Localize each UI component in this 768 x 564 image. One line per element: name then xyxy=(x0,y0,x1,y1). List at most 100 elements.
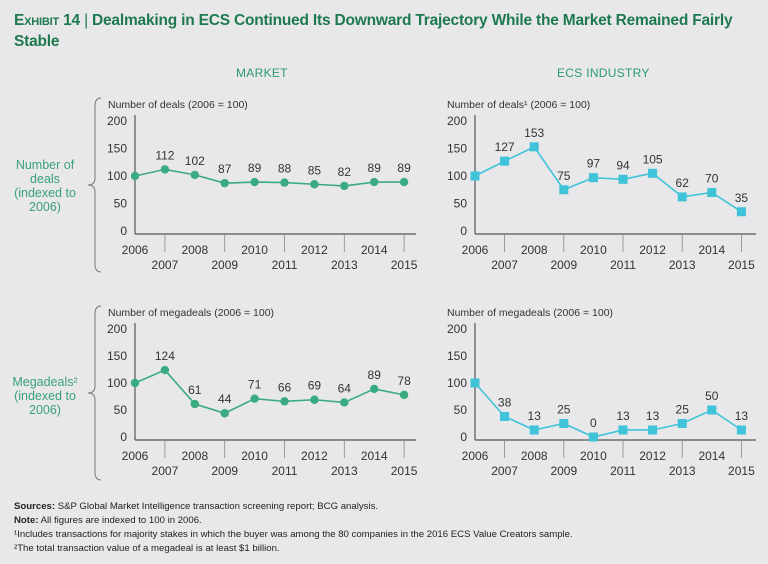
x-tick-label: 2013 xyxy=(669,258,696,272)
data-point xyxy=(399,177,409,187)
note-line: Note: All figures are indexed to 100 in … xyxy=(14,514,573,528)
data-label: 13 xyxy=(528,409,542,423)
data-point xyxy=(736,207,746,217)
data-label: 88 xyxy=(278,162,292,176)
brace-megadeals xyxy=(87,305,102,481)
data-point xyxy=(529,425,539,435)
panel-title-market-megadeals: Number of megadeals (2006 = 100) xyxy=(108,307,274,319)
x-tick-label: 2012 xyxy=(301,243,328,257)
x-tick-label: 2015 xyxy=(391,464,418,478)
title-separator: | xyxy=(84,12,88,29)
series-line-ecs-deals xyxy=(474,145,742,213)
y-tick-label: 0 xyxy=(120,430,127,444)
data-point xyxy=(250,177,259,187)
data-point xyxy=(160,365,170,375)
x-tick-label: 2009 xyxy=(550,464,577,478)
data-point xyxy=(470,171,480,181)
x-tick-label: 2007 xyxy=(491,464,518,478)
data-label: 112 xyxy=(155,148,174,162)
x-tick-label: 2008 xyxy=(181,449,208,463)
x-tick-label: 2008 xyxy=(521,449,548,463)
data-point xyxy=(736,425,746,435)
data-point xyxy=(130,171,140,181)
data-label: 44 xyxy=(218,392,232,406)
row-label-line: Number of xyxy=(15,158,75,172)
data-label: 94 xyxy=(616,158,630,172)
x-tick-label: 2013 xyxy=(331,464,358,478)
x-tick-label: 2013 xyxy=(669,464,696,478)
y-tick-label: 150 xyxy=(447,142,467,156)
x-tick-label: 2006 xyxy=(462,243,489,257)
data-label: 75 xyxy=(557,169,571,183)
note-text: All figures are indexed to 100 in 2006. xyxy=(40,515,202,526)
row-label-deals: Number of deals (indexed to 2006) xyxy=(5,158,85,214)
y-tick-label: 100 xyxy=(107,169,127,183)
data-label: 153 xyxy=(524,126,544,140)
data-point xyxy=(559,419,569,428)
data-point xyxy=(310,180,319,189)
data-label: 102 xyxy=(185,154,205,168)
x-tick-label: 2014 xyxy=(361,449,388,463)
x-tick-label: 2011 xyxy=(610,258,636,272)
data-point xyxy=(648,168,658,178)
x-tick-label: 2015 xyxy=(728,258,755,272)
column-header-market: MARKET xyxy=(236,66,288,80)
row-label-line: (indexed to xyxy=(14,186,76,200)
data-label: 105 xyxy=(643,152,663,166)
data-point xyxy=(370,384,379,394)
data-point xyxy=(677,419,687,428)
x-tick-label: 2007 xyxy=(491,258,518,272)
data-point xyxy=(588,432,598,442)
panel-title-market-deals: Number of deals (2006 = 100) xyxy=(108,99,248,111)
y-tick-label: 100 xyxy=(107,376,127,390)
data-point xyxy=(220,178,229,188)
footer-notes: Sources: S&P Global Market Intelligence … xyxy=(14,500,573,556)
data-label: 25 xyxy=(557,403,571,417)
data-point xyxy=(340,181,349,191)
data-point xyxy=(399,390,409,400)
x-tick-label: 2015 xyxy=(391,258,418,272)
exhibit-title: Exhibit 14 | Dealmaking in ECS Continued… xyxy=(14,10,754,52)
data-point xyxy=(340,398,349,407)
x-tick-label: 2010 xyxy=(580,243,607,257)
data-label: 71 xyxy=(248,378,262,392)
data-label: 13 xyxy=(735,409,749,423)
data-label: 70 xyxy=(705,172,719,186)
y-tick-label: 0 xyxy=(120,224,127,238)
data-label: 13 xyxy=(616,409,630,423)
series-line-ecs-megadeals xyxy=(474,382,742,438)
x-tick-label: 2008 xyxy=(521,243,548,257)
x-tick-label: 2011 xyxy=(272,258,298,272)
x-tick-label: 2006 xyxy=(122,449,149,463)
y-tick-label: 200 xyxy=(107,114,127,128)
data-point xyxy=(130,378,140,388)
y-tick-label: 0 xyxy=(460,430,467,444)
data-label: 35 xyxy=(735,191,749,205)
data-label: 127 xyxy=(495,140,515,154)
y-tick-label: 150 xyxy=(107,142,127,156)
column-header-ecs: ECS INDUSTRY xyxy=(557,66,650,80)
x-tick-label: 2009 xyxy=(550,258,577,272)
y-tick-label: 200 xyxy=(447,322,467,336)
row-label-megadeals: Megadeals² (indexed to 2006) xyxy=(5,375,85,417)
data-point xyxy=(470,378,480,388)
data-label: 124 xyxy=(155,349,175,363)
data-point xyxy=(618,425,628,435)
data-label: 97 xyxy=(587,157,601,171)
x-tick-label: 2007 xyxy=(152,258,179,272)
data-label: 25 xyxy=(676,403,690,417)
data-label: 89 xyxy=(368,368,382,382)
data-label: 64 xyxy=(338,381,352,395)
row-label-line: 2006) xyxy=(29,200,61,214)
x-tick-label: 2011 xyxy=(610,464,636,478)
y-tick-label: 100 xyxy=(447,169,467,183)
x-tick-label: 2009 xyxy=(211,464,238,478)
data-point xyxy=(160,165,170,174)
x-tick-label: 2009 xyxy=(211,258,238,272)
exhibit-number: Exhibit 14 xyxy=(14,12,80,29)
data-point xyxy=(559,185,569,195)
data-point xyxy=(250,394,259,403)
data-point xyxy=(500,156,510,166)
data-point xyxy=(677,192,687,202)
